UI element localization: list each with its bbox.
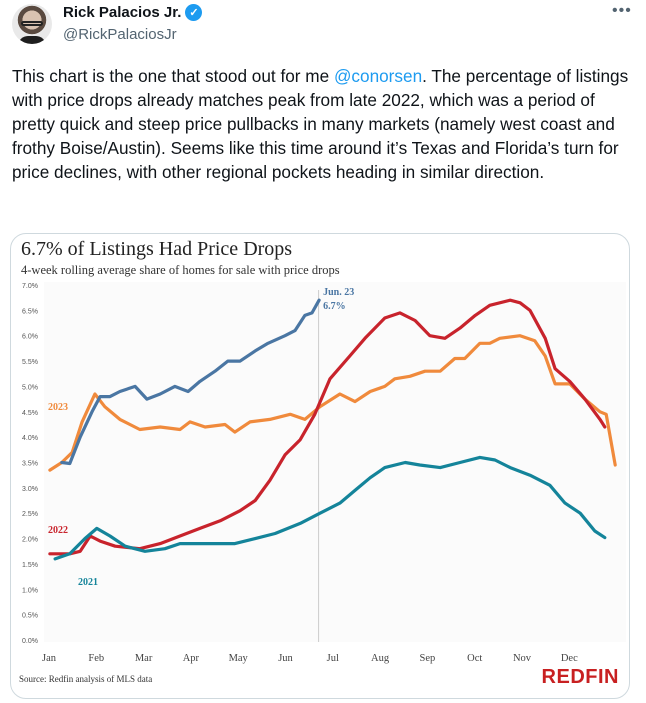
avatar-shirt	[18, 36, 46, 44]
avatar-glasses	[21, 21, 43, 26]
verified-badge-icon: ✓	[185, 4, 203, 21]
more-options-icon[interactable]: •••	[612, 2, 632, 19]
chart-source: Source: Redfin analysis of MLS data	[19, 674, 153, 684]
avatar[interactable]	[12, 4, 52, 44]
tweet-text: This chart is the one that stood out for…	[12, 64, 632, 184]
chart-subtitle: 4-week rolling average share of homes fo…	[21, 263, 340, 277]
tweet-text-part: . The percentage of listings with price …	[12, 66, 629, 182]
redfin-logo: REDFIN	[541, 666, 619, 688]
mention-link[interactable]: @conorsen	[333, 66, 423, 86]
author-name-text: Rick Palacios Jr.	[63, 4, 182, 21]
chart-title: 6.7% of Listings Had Price Drops	[21, 238, 293, 260]
tweet-text-part: This chart is the one that stood out for…	[12, 66, 334, 86]
author-name[interactable]: Rick Palacios Jr. ✓	[63, 4, 203, 21]
chart-image-card[interactable]: 6.7% of Listings Had Price Drops 4-week …	[10, 233, 630, 699]
author-handle[interactable]: @RickPalaciosJr	[63, 26, 177, 43]
